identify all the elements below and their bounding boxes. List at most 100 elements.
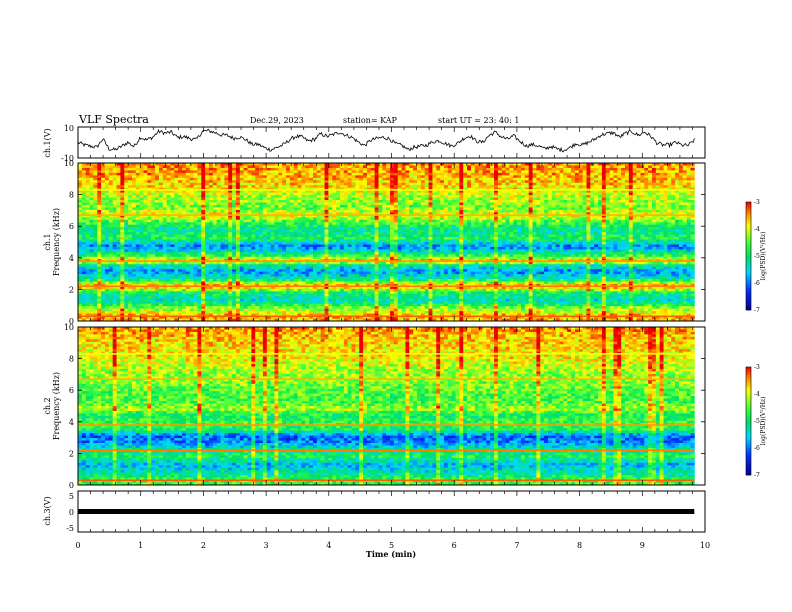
spectrogram-cell — [131, 219, 137, 223]
spectrogram-cell — [590, 204, 595, 208]
spectrogram-cell — [332, 229, 337, 233]
spectrogram-cell — [259, 177, 264, 181]
spectrogram-cell — [478, 212, 483, 216]
spectrogram-cell — [336, 175, 341, 179]
spectrogram-cell — [386, 192, 391, 196]
spectrogram-cell — [578, 204, 584, 208]
spectrogram-cell — [567, 214, 572, 218]
spectrogram-cell — [598, 202, 603, 206]
spectrogram-cell — [494, 204, 499, 208]
spectrogram-cell — [93, 165, 98, 169]
spectrogram-cell — [239, 177, 245, 181]
spectrogram-cell — [262, 237, 268, 240]
spectrogram-cell — [266, 180, 271, 184]
spectrogram-cell — [571, 170, 576, 174]
spectrogram-cell — [351, 200, 356, 203]
spectrogram-cell — [366, 182, 372, 186]
spectrogram-cell — [617, 192, 622, 196]
spectrogram-cell — [648, 182, 653, 186]
spectrogram-cell — [463, 175, 468, 179]
spectrogram-cell — [478, 232, 483, 235]
spectrogram-cell — [443, 217, 449, 221]
spectrogram-cell — [628, 237, 634, 240]
spectrogram-cell — [582, 209, 587, 213]
spectrogram-cell — [374, 190, 379, 194]
spectrogram-cell — [378, 227, 383, 231]
spectrogram-cell — [547, 172, 553, 176]
spectrogram-cell — [266, 222, 271, 226]
spectrogram-cell — [494, 214, 499, 218]
spectrogram-cell — [470, 234, 476, 238]
spectrogram-cell — [386, 180, 391, 184]
spectrogram-cell — [185, 180, 191, 184]
spectrogram-cell — [101, 214, 106, 218]
spectrogram-cell — [563, 207, 568, 211]
spectrogram-cell — [586, 180, 591, 184]
spectrogram-cell — [663, 190, 668, 194]
spectrogram-cell — [659, 172, 664, 176]
spectrogram-cell — [197, 204, 202, 208]
spectrogram-cell — [201, 237, 206, 240]
spectrogram-cell — [320, 182, 325, 186]
spectrogram-cell — [366, 177, 372, 181]
spectrogram-cell — [628, 175, 634, 179]
spectrogram-cell — [571, 207, 576, 211]
spectrogram-cell — [594, 209, 599, 213]
spectrogram-cell — [574, 200, 580, 203]
spectrogram-cell — [590, 224, 595, 228]
spectrogram-cell — [667, 175, 672, 179]
spectrogram-cell — [363, 224, 368, 228]
spectrogram-cell — [309, 175, 314, 179]
spectrogram-cell — [247, 227, 252, 231]
spectrogram-cell — [282, 167, 287, 171]
spectrogram-cell — [355, 202, 360, 206]
spectrogram-cell — [582, 202, 587, 206]
spectrogram-cell — [621, 200, 626, 203]
spectrogram-cell — [239, 175, 245, 179]
spectrogram-cell — [262, 185, 268, 189]
spectrogram-cell — [601, 204, 607, 208]
spectrogram-cell — [228, 200, 233, 203]
spectrogram-cell — [305, 165, 310, 169]
spectrogram-cell — [97, 222, 102, 226]
spectrogram-cell — [551, 237, 557, 240]
spectrogram-cell — [147, 200, 152, 203]
spectrogram-cell — [324, 167, 329, 171]
spectrogram-cell — [609, 237, 614, 240]
spectrogram-cell — [659, 200, 664, 203]
spectrogram-cell — [651, 227, 657, 231]
spectrogram-cell — [574, 165, 580, 169]
spectrogram-cell — [563, 195, 568, 198]
spectrogram-cell — [155, 239, 160, 243]
spectrogram-cell — [166, 234, 171, 238]
spectrogram-cell — [336, 202, 341, 206]
spectrogram-cell — [85, 192, 90, 196]
spectrogram-cell — [443, 165, 449, 169]
spectrogram-cell — [147, 192, 152, 196]
spectrogram-cell — [370, 200, 376, 203]
spectrogram-cell — [158, 182, 164, 186]
spectrogram-cell — [671, 190, 676, 194]
spectrogram-cell — [112, 209, 117, 213]
spectrogram-cell — [632, 190, 637, 194]
spectrogram-cell — [598, 222, 603, 226]
spectrogram-cell — [651, 212, 657, 216]
spectrogram-cell — [108, 207, 114, 211]
spectrogram-cell — [428, 217, 433, 221]
spectrogram-cell — [278, 209, 283, 213]
spectrogram-cell — [293, 232, 298, 235]
spectrogram-cell — [128, 224, 133, 228]
spectrogram-cell — [544, 234, 549, 238]
spectrogram-cell — [401, 214, 406, 218]
spectrogram-cell — [644, 192, 649, 196]
spectrogram-cell — [625, 180, 630, 184]
spectrogram-cell — [567, 175, 572, 179]
spectrogram-cell — [239, 163, 245, 166]
spectrogram-cell — [497, 237, 503, 240]
spectrogram-cell — [336, 192, 341, 196]
spectrogram-cell — [443, 185, 449, 189]
spectrogram-cell — [509, 197, 514, 201]
spectrogram-cell — [682, 229, 688, 233]
spectrogram-cell — [312, 177, 318, 181]
spectrogram-cell — [490, 182, 495, 186]
